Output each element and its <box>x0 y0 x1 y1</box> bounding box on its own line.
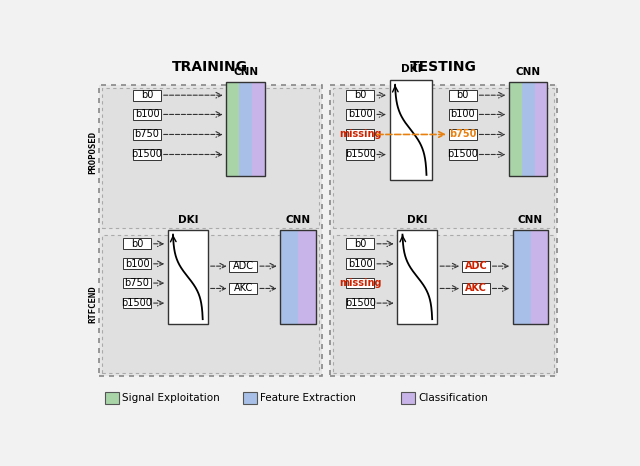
Text: TRAINING: TRAINING <box>172 60 248 74</box>
FancyBboxPatch shape <box>105 391 118 404</box>
Text: missing: missing <box>339 278 381 288</box>
FancyBboxPatch shape <box>346 298 374 308</box>
FancyBboxPatch shape <box>449 129 477 140</box>
FancyBboxPatch shape <box>123 298 151 308</box>
Text: b0: b0 <box>354 90 367 100</box>
Text: b100: b100 <box>451 110 475 119</box>
Text: b750: b750 <box>125 278 150 288</box>
FancyBboxPatch shape <box>462 283 490 294</box>
Text: b1500: b1500 <box>447 150 478 159</box>
FancyBboxPatch shape <box>346 109 374 120</box>
Text: TESTING: TESTING <box>410 60 477 74</box>
Text: CNN: CNN <box>233 67 258 77</box>
FancyBboxPatch shape <box>298 230 316 324</box>
FancyBboxPatch shape <box>346 259 374 269</box>
FancyBboxPatch shape <box>449 109 477 120</box>
FancyBboxPatch shape <box>531 230 548 324</box>
FancyBboxPatch shape <box>401 391 415 404</box>
FancyBboxPatch shape <box>513 230 531 324</box>
FancyBboxPatch shape <box>462 261 490 272</box>
Text: AKC: AKC <box>234 283 253 294</box>
Text: DKI: DKI <box>178 214 198 225</box>
Text: ADC: ADC <box>233 261 254 271</box>
FancyBboxPatch shape <box>449 149 477 160</box>
Text: CNN: CNN <box>518 214 543 225</box>
Text: missing: missing <box>339 130 381 139</box>
Text: AKC: AKC <box>465 283 487 294</box>
FancyBboxPatch shape <box>123 239 151 249</box>
Text: b0: b0 <box>354 239 367 249</box>
Text: Classification: Classification <box>418 393 488 403</box>
FancyBboxPatch shape <box>346 278 374 288</box>
FancyBboxPatch shape <box>346 149 374 160</box>
Text: b0: b0 <box>456 90 469 100</box>
FancyBboxPatch shape <box>522 82 534 176</box>
FancyBboxPatch shape <box>243 391 257 404</box>
Text: b1500: b1500 <box>122 298 152 308</box>
FancyBboxPatch shape <box>346 129 374 140</box>
Text: b750: b750 <box>134 130 159 139</box>
FancyBboxPatch shape <box>280 230 298 324</box>
Text: DKI: DKI <box>407 214 428 225</box>
FancyBboxPatch shape <box>534 82 547 176</box>
Text: Signal Exploitation: Signal Exploitation <box>122 393 220 403</box>
FancyBboxPatch shape <box>252 82 265 176</box>
Text: b100: b100 <box>135 110 159 119</box>
Text: CNN: CNN <box>285 214 310 225</box>
Text: RTFCEND: RTFCEND <box>88 286 97 323</box>
FancyBboxPatch shape <box>333 88 554 228</box>
Text: b0: b0 <box>141 90 153 100</box>
FancyBboxPatch shape <box>230 283 257 294</box>
FancyBboxPatch shape <box>168 230 208 324</box>
FancyBboxPatch shape <box>133 149 161 160</box>
FancyBboxPatch shape <box>123 278 151 288</box>
FancyBboxPatch shape <box>99 85 322 376</box>
FancyBboxPatch shape <box>397 230 437 324</box>
Text: DKI: DKI <box>401 64 421 75</box>
Text: b1500: b1500 <box>345 150 376 159</box>
FancyBboxPatch shape <box>449 90 477 101</box>
FancyBboxPatch shape <box>227 82 239 176</box>
Text: b1500: b1500 <box>132 150 163 159</box>
Text: CNN: CNN <box>516 67 541 77</box>
Text: Feature Extraction: Feature Extraction <box>260 393 356 403</box>
FancyBboxPatch shape <box>133 129 161 140</box>
FancyBboxPatch shape <box>133 90 161 101</box>
FancyBboxPatch shape <box>509 82 522 176</box>
FancyBboxPatch shape <box>390 80 432 180</box>
Text: ADC: ADC <box>465 261 487 271</box>
FancyBboxPatch shape <box>133 109 161 120</box>
FancyBboxPatch shape <box>102 234 319 373</box>
Text: b100: b100 <box>348 110 372 119</box>
FancyBboxPatch shape <box>333 234 554 373</box>
FancyBboxPatch shape <box>102 88 319 228</box>
Text: b100: b100 <box>348 259 372 269</box>
FancyBboxPatch shape <box>346 90 374 101</box>
Text: b0: b0 <box>131 239 143 249</box>
Text: PROPOSED: PROPOSED <box>88 131 97 174</box>
FancyBboxPatch shape <box>346 239 374 249</box>
FancyBboxPatch shape <box>230 261 257 272</box>
Text: b100: b100 <box>125 259 149 269</box>
Text: b1500: b1500 <box>345 298 376 308</box>
FancyBboxPatch shape <box>123 259 151 269</box>
FancyBboxPatch shape <box>330 85 557 376</box>
FancyBboxPatch shape <box>239 82 252 176</box>
Text: b750: b750 <box>449 130 476 139</box>
